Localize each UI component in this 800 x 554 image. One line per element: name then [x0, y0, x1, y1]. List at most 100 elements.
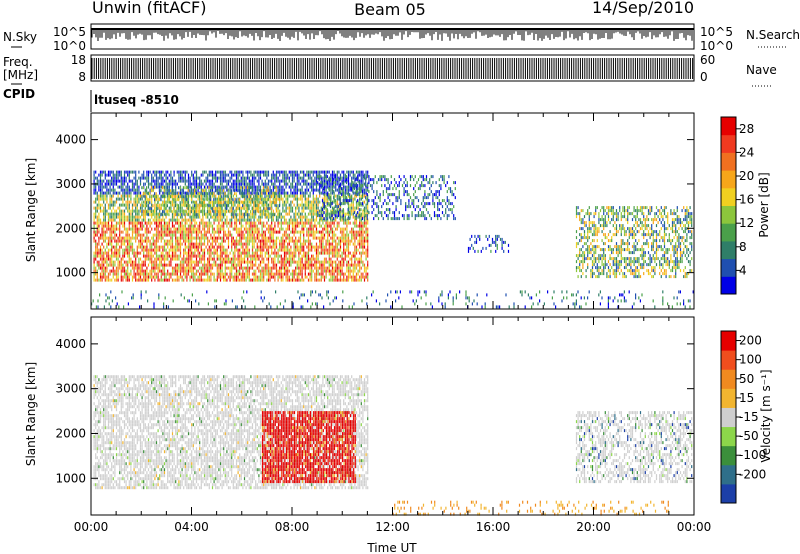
power-cell — [331, 242, 334, 246]
power-cell — [330, 275, 332, 279]
power-cell — [203, 230, 206, 234]
power-cell — [291, 278, 294, 282]
power-cell — [264, 170, 266, 174]
power-cell — [240, 230, 242, 234]
power-cell — [210, 173, 212, 177]
power-cell — [159, 248, 161, 252]
power-cell — [213, 185, 215, 189]
power-cell — [162, 218, 164, 222]
power-cell — [331, 206, 334, 210]
power-cell — [160, 218, 162, 222]
power-cell — [303, 278, 305, 282]
power-cell — [331, 182, 334, 186]
power-cell — [183, 266, 185, 270]
power-cell — [261, 275, 263, 279]
power-cell — [144, 218, 146, 222]
power-cell — [189, 194, 191, 198]
power-cell — [186, 179, 188, 183]
power-cell — [275, 254, 278, 258]
power-cell — [165, 188, 167, 192]
power-cell — [319, 194, 321, 198]
power-cell — [179, 239, 182, 243]
power-cell — [325, 257, 327, 261]
power-cell — [291, 206, 294, 210]
power-cell — [258, 197, 260, 201]
power-cell — [200, 185, 202, 189]
power-cell — [117, 242, 119, 246]
power-cell — [283, 182, 286, 186]
power-cell — [93, 200, 95, 204]
power-cell — [139, 257, 142, 261]
power-cell — [277, 248, 279, 252]
power-cell — [179, 248, 182, 252]
power-cell — [147, 239, 150, 243]
power-cell — [303, 245, 305, 249]
power-cell — [275, 236, 278, 240]
power-cell — [211, 236, 214, 240]
power-cell — [266, 257, 268, 261]
power-cell — [293, 272, 295, 276]
power-cell — [115, 227, 118, 231]
power-cell — [253, 230, 255, 234]
power-cell — [216, 200, 218, 204]
power-cell — [139, 242, 142, 246]
power-cell — [331, 176, 334, 180]
power-cell — [290, 203, 292, 207]
power-cell — [147, 275, 150, 279]
power-cell — [240, 176, 242, 180]
power-cell — [338, 179, 340, 183]
power-cell — [211, 227, 214, 231]
power-cell — [135, 275, 137, 279]
power-cell — [275, 209, 278, 213]
power-cell — [115, 182, 118, 186]
power-cell — [280, 227, 282, 231]
power-cell — [135, 218, 137, 222]
power-cell — [344, 212, 346, 216]
power-cell — [295, 185, 297, 189]
power-cell — [298, 224, 300, 228]
power-cell — [99, 209, 102, 213]
power-cell — [101, 230, 103, 234]
power-cell — [211, 239, 214, 243]
power-cell — [221, 275, 223, 279]
power-cell — [221, 248, 223, 252]
power-cell — [109, 194, 111, 198]
power-cell — [279, 248, 281, 252]
power-cell — [183, 248, 185, 252]
power-cell — [301, 275, 303, 279]
power-cell — [184, 173, 186, 177]
power-cell — [317, 188, 319, 192]
power-cell — [307, 182, 310, 186]
power-cell — [101, 251, 103, 255]
power-cell — [287, 272, 289, 276]
power-cell — [248, 269, 250, 273]
power-cell — [163, 221, 166, 225]
power-cell — [339, 272, 342, 276]
power-cell — [299, 203, 302, 207]
power-cell — [127, 170, 129, 174]
power-cell — [168, 260, 170, 264]
power-cell — [138, 260, 140, 264]
power-cell — [181, 278, 183, 282]
power-cell — [296, 191, 298, 195]
power-cell — [200, 275, 202, 279]
power-cell — [173, 224, 175, 228]
power-cell — [139, 191, 142, 195]
power-cell — [256, 245, 258, 249]
power-cell — [213, 236, 215, 240]
power-cell — [186, 275, 188, 279]
power-cell — [275, 170, 278, 174]
power-cell — [234, 239, 236, 243]
power-cell — [261, 209, 263, 213]
power-cell — [183, 272, 185, 276]
power-cell — [253, 218, 255, 222]
power-cell — [135, 173, 137, 177]
power-cell — [104, 206, 106, 210]
power-cell — [293, 227, 295, 231]
power-cell — [272, 188, 274, 192]
power-cell — [173, 215, 175, 219]
power-cell — [95, 221, 97, 225]
power-cell — [144, 254, 146, 258]
power-cell — [221, 251, 223, 255]
